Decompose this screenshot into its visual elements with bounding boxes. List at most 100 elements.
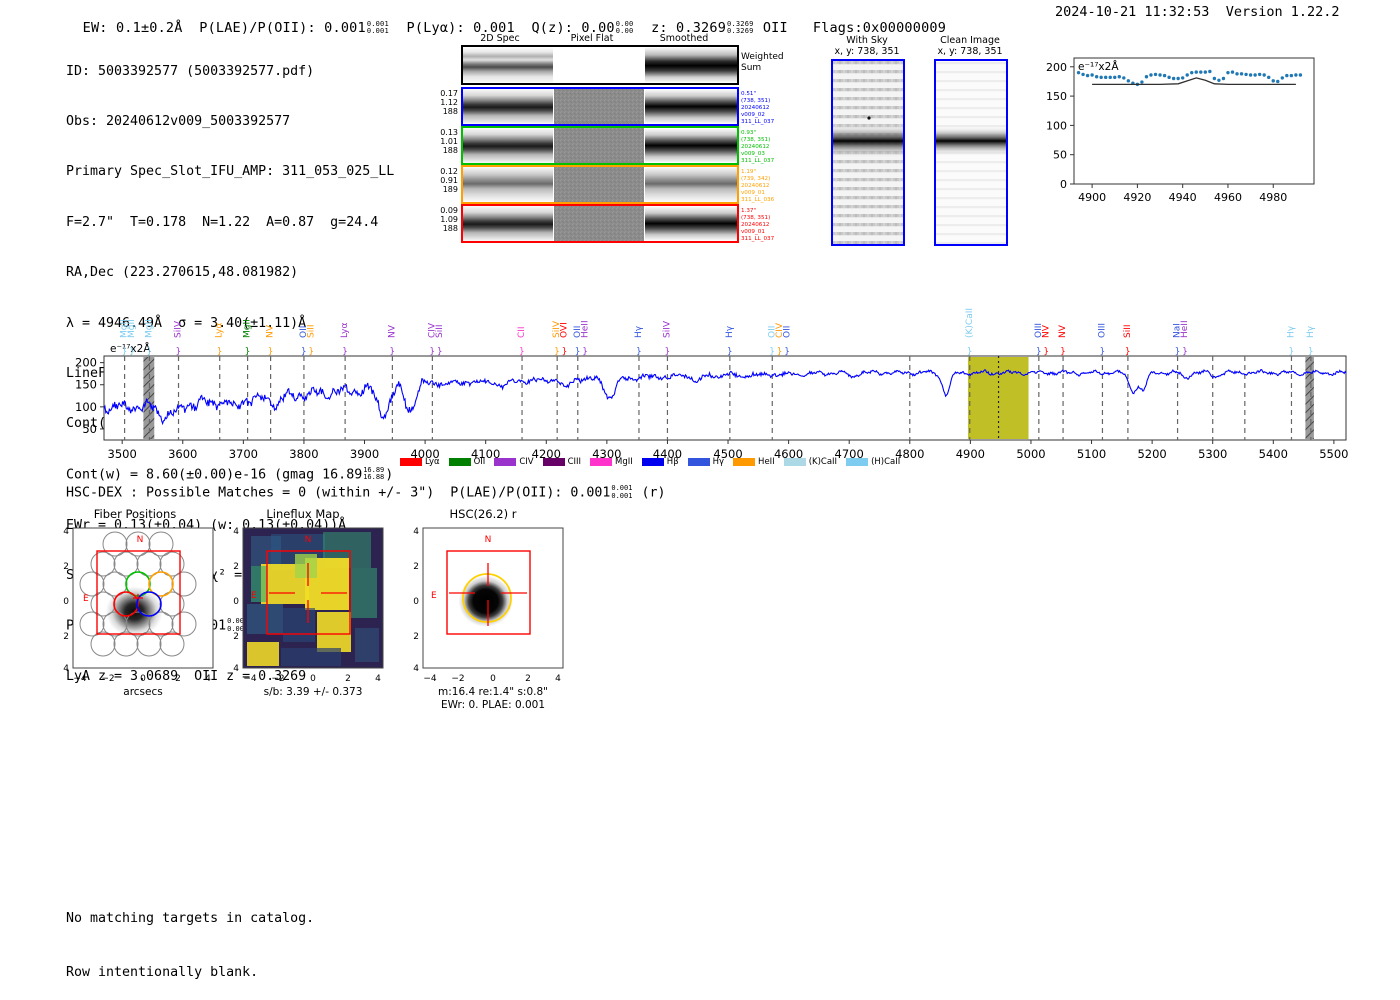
svg-text:200: 200 (75, 356, 97, 370)
svg-text:SiII: SiII (1123, 324, 1133, 338)
fiber-circle-orange (148, 571, 174, 597)
svg-text:Hγ: Hγ (1286, 325, 1296, 338)
svg-text:2: 2 (525, 674, 531, 684)
legend-swatch (641, 458, 664, 466)
row-3-meta-1: (739, 342) (741, 176, 770, 182)
row-3-meta-0: 1.19" (741, 169, 756, 175)
cutout-panels: With Sky x, y: 738, 351 Clean Image x, y… (822, 32, 1022, 247)
svg-text:NV: NV (266, 324, 276, 338)
spec-row-1: 0.17 1.12 188 0.51" (738, 351) 20240612 … (440, 87, 775, 126)
svg-text:}: } (245, 347, 251, 357)
spectrum-flux-trace (103, 368, 1347, 426)
zoom-flux-unit-annotation: e⁻¹⁷x2Å (1078, 60, 1119, 73)
svg-text:}: } (664, 347, 670, 357)
legend-swatch (448, 458, 471, 466)
zoom-flux-points (1076, 69, 1303, 87)
line-label-12-1: HeII (580, 320, 590, 338)
svg-text:MgII: MgII (144, 319, 154, 338)
svg-text:}: } (636, 347, 642, 357)
column-title-2dspec: 2D Spec (480, 33, 520, 44)
compass-e-1: E (83, 594, 89, 604)
svg-text:4100: 4100 (471, 447, 500, 461)
line-label-19-0: OIII (1034, 323, 1044, 338)
svg-text:OII: OII (573, 326, 583, 338)
version-value: Version 1.22.2 (1225, 4, 1340, 20)
svg-text:4: 4 (63, 664, 69, 674)
row-1-val-1: 1.12 (440, 98, 458, 107)
svg-text:}: } (1060, 347, 1066, 357)
spec-row-2: 0.13 1.01 188 0.93" (738, 351) 20240612 … (440, 126, 775, 165)
svg-text:OII: OII (299, 326, 309, 338)
svg-text:0: 0 (413, 597, 419, 607)
row-3-val-0: 0.12 (440, 167, 458, 176)
timestamp-version: 2024-10-21 11:32:53 Version 1.22.2 (1055, 4, 1340, 20)
cutout-2-subtitle: x, y: 738, 351 (937, 46, 1002, 57)
row-4-val-1: 1.09 (440, 215, 458, 224)
svg-text:4: 4 (205, 674, 211, 684)
fiber-circle-blue (136, 591, 162, 617)
panel-1-caption: arcsecs (123, 686, 162, 698)
row-2-val-0: 0.13 (440, 128, 458, 137)
spectrum-axes-frame (103, 355, 1347, 441)
weighted-sum-label-1: Weighted (741, 52, 784, 62)
row-2-val-2: 188 (443, 146, 458, 155)
svg-text:}: } (268, 347, 274, 357)
svg-text:100: 100 (1046, 119, 1067, 132)
svg-text:}: } (389, 347, 395, 357)
svg-text:2: 2 (233, 562, 239, 572)
hsc-aperture-circle (462, 573, 512, 623)
panel-3-caption2: EWr: 0. PLAE: 0.001 (441, 699, 545, 711)
header-z: z: 0.3269 (651, 20, 727, 36)
svg-text:SiIV: SiIV (662, 320, 672, 338)
svg-text:MgII: MgII (120, 319, 130, 338)
svg-text:}: } (122, 347, 128, 357)
spec2d-montage: 2D Spec Pixel Flat Smoothed Weighted Sum… (440, 32, 800, 257)
column-title-smoothed: Smoothed (660, 33, 709, 44)
svg-text:4: 4 (413, 527, 419, 537)
info-obs: Obs: 20240612v009_5003392577 (66, 113, 291, 129)
panel-2-title: Lineflux Map (266, 508, 339, 521)
svg-text:CIV: CIV (775, 322, 785, 338)
footer-line-2: Row intentionally blank. (66, 965, 259, 980)
legend-swatch (846, 458, 869, 466)
svg-text:4000: 4000 (410, 447, 439, 461)
row-3-meta-3: v009_01 (741, 190, 765, 196)
legend-label: Lyα (425, 457, 440, 467)
line-label-1-0: MgII (144, 319, 154, 338)
line-label-19-1: NV (1041, 324, 1051, 338)
line-label-9-1: SiII (435, 324, 445, 338)
line-label-6-1: SiII (306, 324, 316, 338)
legend-swatch (687, 458, 710, 466)
row-2-meta-0: 0.93" (741, 130, 756, 136)
row-2-meta-4: 311_LL_037 (741, 158, 775, 164)
svg-text:0: 0 (233, 597, 239, 607)
svg-text:4300: 4300 (592, 447, 621, 461)
svg-text:}: } (437, 347, 443, 357)
line-label-12-0: OII (573, 326, 583, 338)
row-3-val-1: 0.91 (440, 176, 458, 185)
svg-text:OVI: OVI (560, 322, 570, 338)
weighted-sum-label-2: Sum (741, 63, 761, 73)
svg-text:HeII: HeII (1180, 320, 1190, 338)
hscdex-plae-errors: 0.001 0.001 (611, 484, 633, 500)
compass-n-1: N (137, 535, 144, 545)
svg-text:}: } (554, 347, 560, 357)
legend-item-kcaii: (K)CaII (783, 457, 837, 467)
svg-text:200: 200 (1046, 61, 1067, 74)
legend-swatch (400, 458, 422, 466)
zoom-continuum-line (1092, 77, 1296, 86)
svg-text:2: 2 (175, 674, 181, 684)
svg-text:SiIV: SiIV (552, 320, 562, 338)
footer-line-1: No matching targets in catalog. (66, 911, 315, 926)
svg-text:NV: NV (1058, 324, 1068, 338)
svg-text:5400: 5400 (1259, 447, 1288, 461)
svg-text:−4: −4 (423, 674, 437, 684)
svg-text:}: } (582, 347, 588, 357)
svg-text:}: } (1036, 347, 1042, 357)
legend-swatch (590, 458, 613, 466)
info-radec: RA,Dec (223.270615,48.081982) (66, 265, 299, 281)
svg-text:NaI: NaI (1173, 323, 1183, 338)
svg-text:3700: 3700 (229, 447, 258, 461)
svg-text:}: } (1182, 347, 1188, 357)
compass-n-3: N (485, 535, 492, 545)
